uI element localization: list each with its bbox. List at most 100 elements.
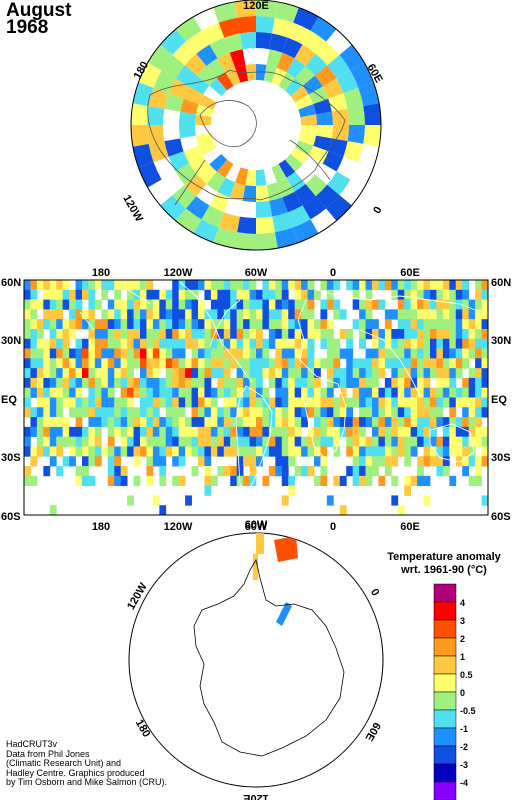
grid-cell bbox=[210, 407, 218, 418]
legend-swatch bbox=[433, 673, 457, 693]
grid-cell bbox=[359, 319, 366, 330]
grid-cell bbox=[397, 309, 405, 320]
grid-cell bbox=[372, 407, 379, 418]
credit-text: HadCRUT3v Data from Phil Jones (Climatic… bbox=[6, 739, 167, 788]
grid-cell bbox=[268, 309, 276, 320]
grid-cell bbox=[82, 368, 89, 379]
grid-cell bbox=[191, 466, 199, 477]
grid-cell bbox=[346, 348, 354, 359]
polar-cell bbox=[185, 196, 210, 220]
grid-cell bbox=[56, 280, 64, 291]
grid-cell bbox=[326, 348, 334, 359]
grid-cell bbox=[236, 407, 244, 418]
grid-cell bbox=[88, 328, 96, 340]
grid-cell bbox=[397, 426, 405, 438]
grid-cell bbox=[256, 289, 263, 300]
grid-cell bbox=[397, 348, 405, 359]
grid-cell bbox=[442, 426, 450, 438]
polar-cell bbox=[287, 205, 311, 228]
grid-cell bbox=[243, 299, 250, 310]
grid-cell bbox=[185, 280, 192, 291]
grid-cell bbox=[462, 387, 470, 398]
grid-cell bbox=[404, 309, 412, 320]
grid-cell bbox=[133, 319, 141, 330]
grid-cell bbox=[249, 387, 257, 398]
grid-cell bbox=[275, 466, 283, 477]
polar-cell bbox=[347, 125, 365, 144]
grid-cell bbox=[69, 309, 76, 320]
grid-cell bbox=[256, 338, 263, 349]
grid-cell bbox=[114, 309, 122, 320]
grid-cell bbox=[204, 338, 212, 349]
polar-cell bbox=[305, 53, 328, 76]
grid-cell bbox=[62, 397, 70, 408]
grid-cell bbox=[378, 338, 386, 349]
grid-cell bbox=[230, 466, 238, 477]
grid-cell bbox=[204, 485, 212, 496]
grid-cell bbox=[281, 328, 289, 340]
grid-cell bbox=[49, 397, 57, 408]
grid-cell bbox=[36, 358, 44, 369]
grid-cell bbox=[236, 319, 244, 330]
grid-cell bbox=[436, 387, 444, 398]
grid-cell bbox=[217, 319, 225, 330]
polar-cell bbox=[131, 125, 149, 147]
grid-cell bbox=[217, 446, 225, 457]
grid-cell bbox=[372, 466, 379, 477]
grid-cell bbox=[178, 456, 186, 467]
grid-cell bbox=[152, 417, 160, 428]
grid-cell bbox=[101, 289, 109, 300]
grid-cell bbox=[127, 319, 134, 330]
grid-cell bbox=[146, 348, 154, 359]
grid-cell bbox=[249, 436, 257, 447]
grid-cell bbox=[442, 446, 450, 457]
grid-cell bbox=[423, 475, 431, 487]
grid-cell bbox=[455, 368, 463, 379]
grid-cell bbox=[397, 328, 405, 340]
grid-cell bbox=[159, 377, 167, 389]
grid-cell bbox=[230, 338, 238, 349]
grid-cell bbox=[210, 319, 218, 330]
grid-cell bbox=[210, 417, 218, 428]
grid-cell bbox=[436, 446, 444, 457]
legend-swatch bbox=[433, 745, 457, 765]
grid-cell bbox=[198, 358, 205, 369]
grid-cell bbox=[326, 407, 334, 418]
grid-cell bbox=[236, 309, 244, 320]
grid-cell bbox=[191, 417, 199, 428]
grid-cell bbox=[191, 280, 199, 291]
grid-cell bbox=[410, 338, 418, 349]
polar-cell bbox=[209, 78, 228, 97]
grid-cell bbox=[359, 338, 366, 349]
legend-tick-label: -4 bbox=[460, 778, 468, 788]
grid-cell bbox=[107, 348, 115, 359]
grid-cell bbox=[359, 309, 366, 320]
polar-cell bbox=[198, 94, 217, 110]
grid-cell bbox=[417, 309, 424, 320]
grid-cell bbox=[24, 309, 31, 320]
grid-cell bbox=[172, 338, 180, 349]
grid-cell bbox=[236, 338, 244, 349]
grid-cell bbox=[339, 377, 347, 389]
grid-cell bbox=[94, 417, 102, 428]
grid-cell bbox=[262, 280, 270, 291]
grid-cell bbox=[133, 309, 141, 320]
credit-line4: Hadley Centre. Graphics produced bbox=[6, 767, 145, 778]
grid-cell bbox=[378, 417, 386, 428]
grid-cell bbox=[43, 466, 51, 477]
grid-cell bbox=[281, 446, 289, 457]
grid-cell bbox=[423, 299, 431, 310]
grid-cell bbox=[140, 436, 147, 447]
grid-cell bbox=[120, 299, 128, 310]
grid-cell bbox=[339, 407, 347, 418]
grid-cell bbox=[36, 436, 44, 447]
grid-cell bbox=[326, 387, 334, 398]
grid-cell bbox=[262, 348, 270, 359]
grid-cell bbox=[468, 397, 476, 408]
grid-cell bbox=[294, 309, 302, 320]
grid-cell bbox=[288, 446, 296, 457]
main-top-label-0: 0 bbox=[330, 267, 336, 279]
grid-cell bbox=[159, 466, 167, 477]
grid-cell bbox=[223, 338, 231, 349]
grid-cell bbox=[88, 387, 96, 398]
